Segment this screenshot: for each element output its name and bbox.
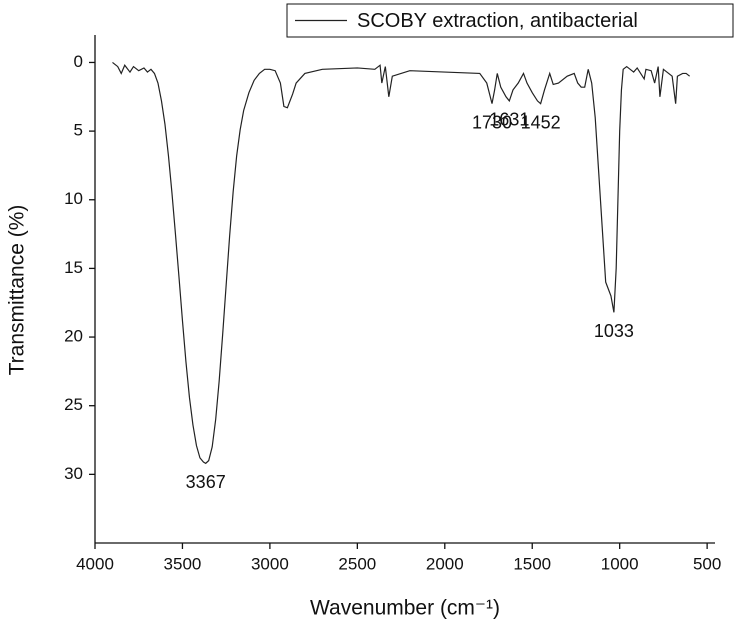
x-tick-label: 500: [693, 554, 721, 573]
legend-label: SCOBY extraction, antibacterial: [357, 10, 638, 32]
x-tick-label: 3000: [251, 554, 289, 573]
spectrum-line: [112, 61, 691, 465]
y-tick-label: 20: [64, 327, 83, 346]
y-tick-label: 10: [64, 189, 83, 208]
x-tick-label: 1500: [513, 554, 551, 573]
x-tick-label: 2500: [338, 554, 376, 573]
y-axis-title: Transmittance (%): [6, 205, 29, 376]
peak-label: 1033: [594, 321, 634, 341]
peak-label: 3367: [186, 472, 226, 492]
peak-label: 1631: [489, 110, 529, 130]
y-tick-label: 30: [64, 464, 83, 483]
peak-label: 1730: [472, 112, 512, 132]
peak-label: 1452: [521, 112, 561, 132]
y-tick-label: 0: [74, 52, 83, 71]
y-tick-label: 5: [74, 121, 83, 140]
legend-box: [286, 3, 734, 38]
x-tick-label: 1000: [601, 554, 639, 573]
x-tick-label: 4000: [76, 554, 114, 573]
x-tick-label: 2000: [426, 554, 464, 573]
x-axis-title: Wavenumber (cm⁻¹): [310, 597, 500, 620]
y-tick-label: 15: [64, 258, 83, 277]
x-tick-label: 3500: [164, 554, 202, 573]
y-tick-label: 25: [64, 395, 83, 414]
